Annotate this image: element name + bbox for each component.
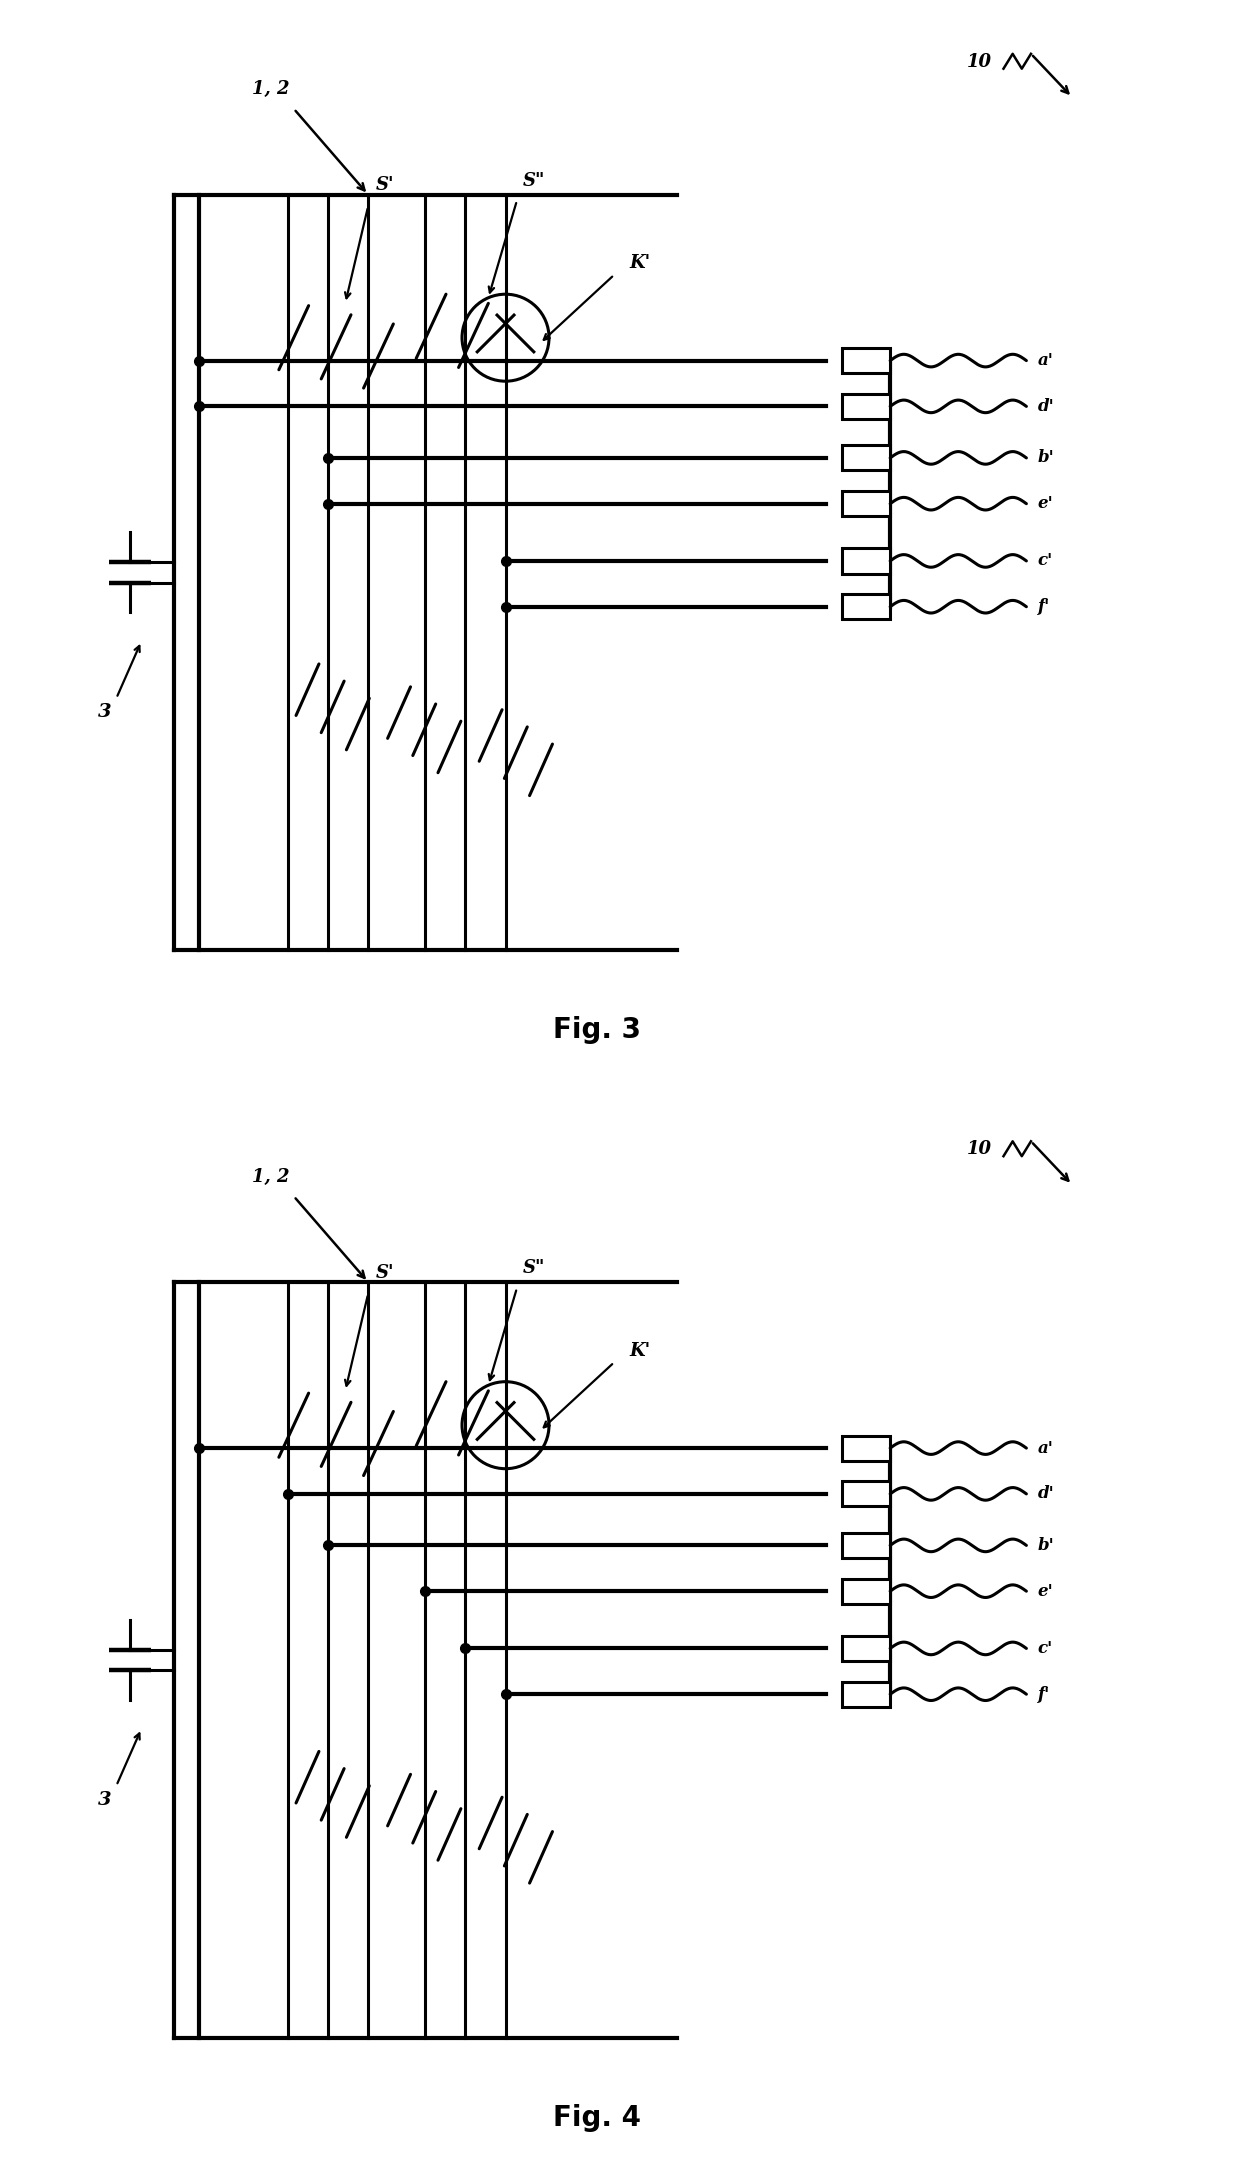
- Text: e': e': [1038, 1583, 1054, 1599]
- Text: 10: 10: [967, 1140, 992, 1159]
- Text: f': f': [1038, 598, 1050, 616]
- Text: S': S': [376, 1264, 394, 1281]
- Text: 10: 10: [967, 52, 992, 72]
- Text: b': b': [1038, 450, 1054, 465]
- Text: 3: 3: [98, 703, 112, 722]
- Bar: [842, 348, 890, 374]
- Text: c': c': [1038, 552, 1053, 570]
- Bar: [842, 1533, 890, 1557]
- Text: a': a': [1038, 352, 1054, 370]
- Bar: [842, 1481, 890, 1507]
- Text: 3: 3: [98, 1790, 112, 1810]
- Bar: [842, 1681, 890, 1707]
- Text: S": S": [523, 1259, 546, 1277]
- Text: K': K': [629, 254, 650, 272]
- Text: b': b': [1038, 1538, 1054, 1553]
- Text: K': K': [629, 1342, 650, 1359]
- Text: Fig. 3: Fig. 3: [553, 1016, 641, 1044]
- Bar: [842, 594, 890, 620]
- Text: f': f': [1038, 1686, 1050, 1703]
- Text: Fig. 4: Fig. 4: [553, 2103, 641, 2132]
- Bar: [842, 1636, 890, 1662]
- Text: e': e': [1038, 496, 1054, 511]
- Bar: [842, 1579, 890, 1603]
- Text: S': S': [376, 176, 394, 194]
- Text: d': d': [1038, 1486, 1054, 1503]
- Bar: [842, 1436, 890, 1462]
- Bar: [842, 492, 890, 515]
- Bar: [842, 394, 890, 420]
- Bar: [842, 446, 890, 470]
- Bar: [842, 548, 890, 574]
- Text: 1, 2: 1, 2: [252, 80, 290, 98]
- Text: d': d': [1038, 398, 1054, 415]
- Text: 1, 2: 1, 2: [252, 1168, 290, 1185]
- Text: a': a': [1038, 1440, 1054, 1457]
- Text: S": S": [523, 172, 546, 189]
- Text: c': c': [1038, 1640, 1053, 1657]
